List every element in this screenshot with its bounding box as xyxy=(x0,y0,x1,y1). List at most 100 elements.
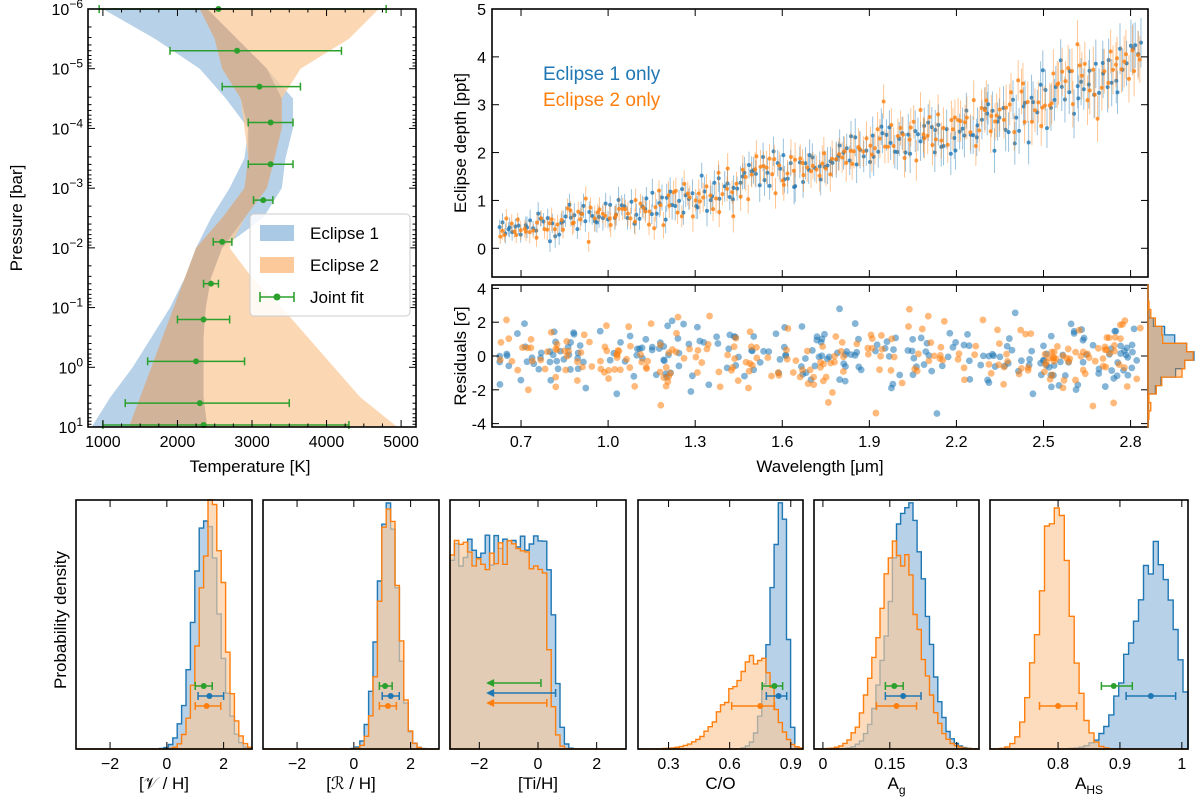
spectrum-point-eclipse-2 xyxy=(597,207,602,212)
residual-point-eclipse-1 xyxy=(965,342,973,350)
residual-point-eclipse-2 xyxy=(1120,364,1128,371)
residual-point-eclipse-2 xyxy=(783,355,791,363)
residual-point-eclipse-1 xyxy=(917,334,925,342)
residual-point-eclipse-2 xyxy=(1060,376,1068,384)
spectrum-point-eclipse-1 xyxy=(861,154,866,159)
spectrum-point-eclipse-1 xyxy=(680,187,685,192)
spectrum-point-eclipse-1 xyxy=(722,184,727,189)
spectrum-point-eclipse-2 xyxy=(679,214,684,219)
spectrum-point-eclipse-2 xyxy=(583,196,588,201)
residual-point-eclipse-2 xyxy=(552,345,560,353)
spectrum-point-eclipse-2 xyxy=(877,136,882,141)
spectrum-point-eclipse-1 xyxy=(803,161,808,166)
spectrum-point-eclipse-1 xyxy=(985,111,990,116)
spectrum-point-eclipse-1 xyxy=(650,190,655,195)
histogram-xtick-label: 0.8 xyxy=(1047,756,1069,773)
residual-point-eclipse-1 xyxy=(815,353,823,361)
spectrum-point-eclipse-1 xyxy=(730,197,735,202)
spectrum-point-eclipse-1 xyxy=(975,123,980,128)
residual-point-eclipse-2 xyxy=(1003,350,1010,358)
spectrum-point-eclipse-2 xyxy=(711,207,716,212)
spectrum-point-eclipse-1 xyxy=(788,161,793,166)
residual-point-eclipse-2 xyxy=(803,347,811,355)
tp-joint-point xyxy=(219,238,226,245)
histogram-frame xyxy=(75,499,253,750)
tp-joint-point xyxy=(208,280,214,287)
spectrum-point-eclipse-2 xyxy=(1092,92,1097,97)
residual-point-eclipse-2 xyxy=(563,337,571,345)
legend-label-eclipse-2: Eclipse 2 xyxy=(310,256,379,275)
residual-point-eclipse-2 xyxy=(631,382,639,390)
upper-limit-arrow xyxy=(486,689,495,697)
spectrum-point-eclipse-2 xyxy=(675,210,680,215)
spectrum-point-eclipse-2 xyxy=(851,149,856,154)
spectrum-point-eclipse-2 xyxy=(549,217,554,222)
spectrum-point-eclipse-2 xyxy=(580,212,585,217)
residual-point-eclipse-1 xyxy=(1128,341,1136,349)
residual-point-eclipse-2 xyxy=(637,351,644,358)
residual-point-eclipse-1 xyxy=(630,372,638,380)
residual-point-eclipse-2 xyxy=(715,368,723,376)
spectrum-point-eclipse-1 xyxy=(913,129,918,134)
spectrum-point-eclipse-1 xyxy=(825,163,830,168)
spectrum-point-eclipse-2 xyxy=(848,148,853,153)
residual-point-eclipse-1 xyxy=(979,352,987,360)
residual-point-eclipse-2 xyxy=(746,328,754,336)
residual-point-eclipse-2 xyxy=(573,358,581,366)
spectrum-point-eclipse-1 xyxy=(1043,88,1048,93)
spectrum-point-eclipse-1 xyxy=(541,219,546,224)
errorbar-point-eclipse2 xyxy=(384,703,391,709)
residual-point-eclipse-1 xyxy=(825,353,833,361)
residual-point-eclipse-2 xyxy=(605,375,612,382)
histogram-ylabel: Probability density xyxy=(51,551,70,689)
residual-point-eclipse-2 xyxy=(887,366,895,374)
spectrum-point-eclipse-2 xyxy=(1032,108,1037,113)
spectrum-point-eclipse-1 xyxy=(1072,111,1077,116)
spectrum-point-eclipse-2 xyxy=(973,144,978,149)
spectrum-point-eclipse-1 xyxy=(986,102,991,107)
histogram-xlabel-ag: Ag xyxy=(887,774,905,797)
spectrum-point-eclipse-1 xyxy=(644,196,649,201)
spectrum-point-eclipse-1 xyxy=(1086,82,1091,87)
spectrum-point-eclipse-1 xyxy=(879,124,884,129)
spectrum-point-eclipse-2 xyxy=(633,198,638,203)
spectrum-point-eclipse-1 xyxy=(918,139,923,144)
spectrum-point-eclipse-1 xyxy=(583,219,588,224)
residual-point-eclipse-1 xyxy=(896,371,904,379)
residual-point-eclipse-2 xyxy=(925,357,933,365)
residual-point-eclipse-2 xyxy=(1052,355,1060,362)
residual-point-eclipse-2 xyxy=(1075,326,1083,334)
residual-point-eclipse-2 xyxy=(642,364,650,371)
residual-ytick-label: -2 xyxy=(472,383,486,400)
spectrum-point-eclipse-2 xyxy=(902,155,907,160)
spectrum-point-eclipse-2 xyxy=(647,209,652,214)
spectrum-point-eclipse-2 xyxy=(641,205,646,210)
tp-ytick-label: 100 xyxy=(59,355,84,377)
spectrum-point-eclipse-1 xyxy=(757,183,762,188)
residual-point-eclipse-2 xyxy=(706,312,713,320)
residual-point-eclipse-1 xyxy=(836,305,843,313)
residual-point-eclipse-2 xyxy=(829,389,836,396)
spectrum-point-eclipse-2 xyxy=(1122,59,1127,64)
residual-point-eclipse-2 xyxy=(1064,345,1072,353)
spectrum-point-eclipse-1 xyxy=(500,220,505,225)
residual-point-eclipse-2 xyxy=(878,345,886,353)
spectrum-point-eclipse-2 xyxy=(687,195,692,200)
residual-point-eclipse-2 xyxy=(597,357,604,365)
spectrum-point-eclipse-1 xyxy=(990,108,995,113)
histogram-xlabel-ahs: AHS xyxy=(1075,774,1103,797)
spectrum-point-eclipse-2 xyxy=(911,119,916,124)
spectrum-point-eclipse-1 xyxy=(603,201,608,206)
residual-point-eclipse-2 xyxy=(748,361,756,369)
histogram-xtick-label: −2 xyxy=(101,756,119,773)
residual-point-eclipse-1 xyxy=(688,372,696,380)
spectrum-point-eclipse-2 xyxy=(791,168,796,173)
residual-point-eclipse-2 xyxy=(985,360,993,368)
residual-point-eclipse-1 xyxy=(553,357,561,365)
spectrum-point-eclipse-1 xyxy=(740,174,745,179)
residual-point-eclipse-2 xyxy=(644,357,652,365)
residual-point-eclipse-2 xyxy=(625,323,633,331)
residual-point-eclipse-1 xyxy=(549,351,557,359)
residual-point-eclipse-2 xyxy=(667,369,674,377)
errorbar-point-joint xyxy=(1110,683,1117,689)
